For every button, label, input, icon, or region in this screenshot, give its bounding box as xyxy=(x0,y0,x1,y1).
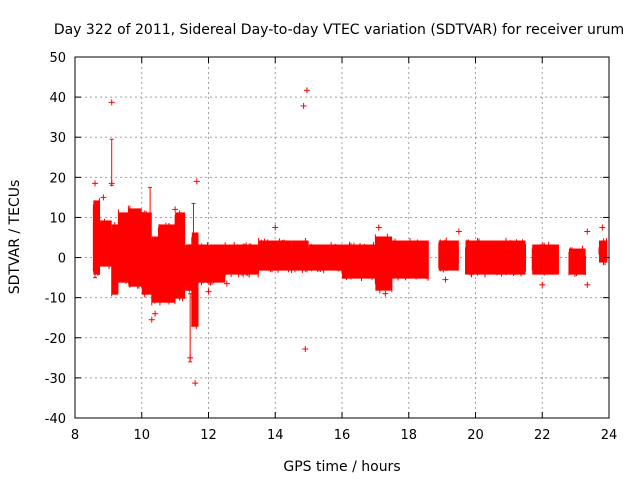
y-tick-label: 10 xyxy=(49,211,66,226)
band-texture xyxy=(111,222,119,297)
data-point xyxy=(187,354,194,361)
y-tick-label: 0 xyxy=(58,252,66,267)
band-texture xyxy=(464,237,526,278)
band-texture xyxy=(174,210,185,302)
data-point xyxy=(108,99,115,106)
x-axis-title: GPS time / hours xyxy=(283,459,400,475)
x-tick-label: 16 xyxy=(334,428,351,443)
band-texture xyxy=(184,244,192,293)
band-texture xyxy=(151,238,159,306)
data-band xyxy=(175,212,186,299)
x-tick-label: 20 xyxy=(467,428,484,443)
y-tick-label: 30 xyxy=(49,131,66,146)
axis-ticks: 8 10 12 14 16 18 20 22 24 -40 -30 -20 -10 0 10 20 30 40 50 xyxy=(45,51,618,443)
chart-title: Day 322 of 2011, Sidereal Day-to-day VTE… xyxy=(54,22,624,38)
data-band xyxy=(141,212,152,295)
data-point xyxy=(584,281,591,288)
error-bar xyxy=(109,138,114,186)
band-texture xyxy=(117,209,128,284)
y-tick-label: 50 xyxy=(49,51,66,66)
data-layer xyxy=(92,87,608,387)
error-bar xyxy=(148,186,153,247)
data-point xyxy=(303,87,310,94)
data-band xyxy=(118,212,129,283)
data-point xyxy=(152,310,159,317)
error-bar xyxy=(93,220,98,279)
band-texture xyxy=(127,205,141,289)
data-point xyxy=(272,224,279,231)
data-point xyxy=(108,180,115,187)
band-texture xyxy=(197,242,225,286)
band-texture xyxy=(598,238,607,266)
data-point xyxy=(455,228,462,235)
data-point xyxy=(223,280,230,287)
x-tick-label: 14 xyxy=(267,428,284,443)
data-point xyxy=(584,228,591,235)
data-point xyxy=(172,206,179,213)
band-texture xyxy=(531,241,559,276)
x-tick-label: 24 xyxy=(601,428,618,443)
y-tick-label: -10 xyxy=(45,292,66,307)
band-texture xyxy=(391,238,429,281)
x-tick-label: 22 xyxy=(534,428,551,443)
x-tick-label: 8 xyxy=(71,428,79,443)
data-band xyxy=(128,208,142,287)
data-point xyxy=(148,316,155,323)
data-point xyxy=(93,214,100,221)
data-point xyxy=(100,194,107,201)
y-tick-label: -20 xyxy=(45,332,66,347)
error-bar xyxy=(191,202,196,279)
band-texture xyxy=(438,237,459,273)
y-axis-title: SDTVAR / TECUs xyxy=(7,180,23,295)
band-texture xyxy=(568,245,586,277)
data-point xyxy=(193,178,200,185)
data-point xyxy=(302,346,309,353)
band-texture xyxy=(141,210,152,298)
x-tick-label: 18 xyxy=(400,428,417,443)
y-tick-label: -30 xyxy=(45,372,66,387)
y-tick-label: 20 xyxy=(49,171,66,186)
y-tick-label: 40 xyxy=(49,91,66,106)
data-point xyxy=(92,180,99,187)
data-point xyxy=(382,290,389,297)
data-point xyxy=(205,288,212,295)
band-texture xyxy=(99,218,112,270)
data-point xyxy=(599,224,606,231)
data-point xyxy=(192,380,199,387)
grid-lines xyxy=(75,57,609,418)
x-tick-label: 10 xyxy=(133,428,150,443)
y-tick-label: -40 xyxy=(45,412,66,427)
x-tick-label: 12 xyxy=(200,428,217,443)
error-bar xyxy=(188,293,193,363)
data-point xyxy=(539,281,546,288)
band-texture xyxy=(157,222,176,306)
band-texture xyxy=(341,241,376,282)
data-point xyxy=(442,276,449,283)
data-point xyxy=(300,102,307,109)
data-point xyxy=(375,224,382,231)
